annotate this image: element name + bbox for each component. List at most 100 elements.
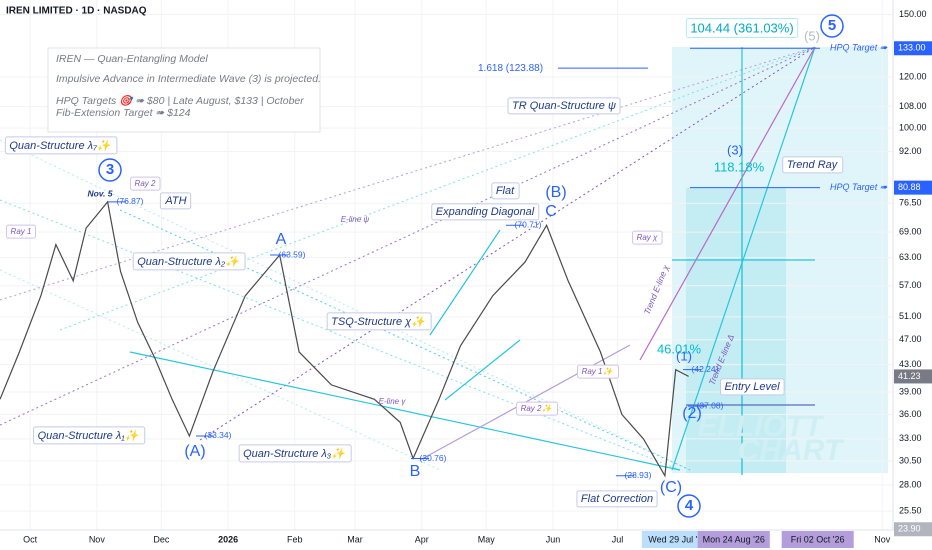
trend-line (671, 46, 816, 471)
y-tick-label: 36.00 (899, 409, 922, 419)
annotation: Ray 1 (11, 227, 32, 236)
annotation: Ray 2✨ (521, 404, 554, 413)
target-label: 1.618 (123.88) (478, 63, 543, 74)
annotation: Flat Correction (581, 493, 653, 505)
annotation: 46.01% (657, 341, 702, 356)
annotation: Ray 1✨ (582, 367, 615, 376)
annotation: E-line ψ (341, 215, 370, 224)
y-tick-label: 92.00 (899, 146, 922, 156)
label-box (719, 378, 785, 396)
price-label: (70.71) (515, 220, 542, 230)
y-tick-label: 47.00 (899, 334, 922, 344)
annotation: E-line γ (379, 397, 407, 406)
price-line (0, 200, 689, 478)
x-tick-label: Jul (612, 534, 624, 544)
wave-label: (2) (682, 405, 702, 422)
y-tick-label: 33.00 (899, 433, 922, 443)
label-box (632, 230, 663, 245)
annotation: Entry Level (724, 381, 780, 393)
x-tick-label: Nov (89, 534, 106, 544)
watermark: ELLIOTT (698, 410, 826, 443)
axis-flag-label: 41.23 (898, 371, 921, 381)
label-box (130, 176, 161, 191)
ray (0, 46, 816, 301)
label-box (577, 364, 619, 379)
label-box (516, 401, 558, 416)
price-label: (30.76) (420, 453, 447, 463)
ray (59, 46, 816, 331)
y-tick-label: 25.50 (899, 505, 922, 515)
projection-zone-inner (686, 188, 786, 473)
axis-flag (894, 369, 932, 384)
annotation: Ray χ (637, 233, 658, 242)
price-label: (33.34) (205, 430, 232, 440)
x-tick-label: May (478, 534, 496, 544)
annotation: (1) (676, 348, 692, 363)
x-tick-label: Apr (415, 534, 429, 544)
axis-flag (894, 41, 932, 56)
y-tick-label: 51.00 (899, 311, 922, 321)
annotation: Quan-Structure λ₁✨ (38, 429, 141, 442)
axis-flag-label: 23.90 (898, 524, 921, 534)
label-box (132, 252, 246, 271)
annotation: TR Quan-Structure ψ (512, 100, 616, 112)
wave-label: (C) (660, 479, 682, 496)
wave-circle (820, 14, 844, 38)
wave-label: (B) (545, 184, 566, 201)
date-flag (697, 531, 770, 548)
y-tick-label: 39.00 (899, 386, 922, 396)
x-tick-label: Feb (287, 534, 303, 544)
y-tick-label: 43.00 (899, 359, 922, 369)
y-tick-label: 28.00 (899, 479, 922, 489)
price-label: (28.93) (625, 470, 652, 480)
annotation: 104.44 (361.03%) (690, 20, 793, 35)
annotation: Ray 2 (135, 179, 156, 188)
label-box (431, 203, 540, 221)
info-line: Fib-Extension Target ➠ $124 (56, 107, 191, 119)
trend-lines (129, 46, 816, 475)
wave-label: A (276, 231, 287, 248)
label-box (4, 136, 118, 155)
axis-flag (894, 180, 932, 195)
watermark: CHART (738, 434, 845, 467)
label-box (6, 224, 36, 239)
axis-flag-label: 80.88 (898, 182, 921, 192)
info-line: Impulsive Advance in Intermediate Wave (… (56, 73, 321, 85)
target-label: HPQ Target ➠ (830, 182, 888, 192)
label-box (782, 156, 844, 174)
y-tick-label: 150.00 (899, 9, 927, 19)
date-flag-label: Wed 29 Jul '26 (648, 534, 707, 544)
label-box (685, 17, 799, 38)
info-box (47, 47, 321, 133)
annotation: Flat (496, 185, 515, 197)
ray (199, 46, 816, 441)
info-line: IREN — Quan-Entangling Model (56, 53, 208, 65)
wave-circle (98, 158, 122, 182)
date-flag (641, 531, 714, 548)
axis-flag (894, 522, 932, 537)
label-box (507, 97, 621, 115)
axis-flag-label: 133.00 (898, 43, 926, 53)
x-tick-label: Mar (347, 534, 363, 544)
label-box (238, 444, 352, 463)
x-tick-label: Jun (546, 534, 561, 544)
rays (0, 46, 816, 471)
label-box (159, 192, 192, 210)
annotation: Trend Ray (787, 159, 839, 171)
wave-label: 5 (828, 17, 836, 34)
annotation: Quan-Structure λ₃✨ (243, 447, 347, 460)
ray (0, 199, 681, 471)
price-label: (63.59) (279, 249, 306, 259)
annotation: ATH (164, 195, 186, 207)
price-label: (37.08) (697, 400, 724, 410)
y-tick-label: 120.00 (899, 71, 927, 81)
y-tick-label: 69.00 (899, 227, 922, 237)
price-label: (76.87) (117, 196, 144, 206)
y-tick-label: 30.50 (899, 455, 922, 465)
annotation: Quan-Structure λ₇✨ (9, 139, 113, 152)
annotation: Quan-Structure λ₂✨ (137, 255, 241, 268)
wave-circle (677, 494, 701, 518)
wave-label: B (410, 463, 421, 480)
label-box (491, 182, 520, 200)
